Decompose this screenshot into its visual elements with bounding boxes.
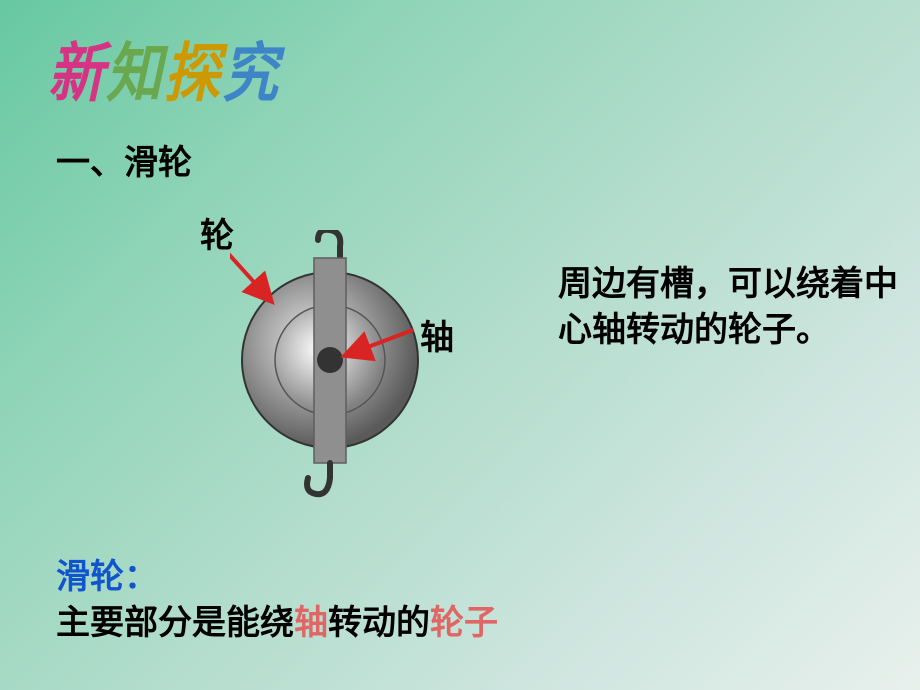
title-char-2: 知 — [106, 22, 164, 115]
slide: 新知探究 一、滑轮 轮 轴 周边有槽，可以绕着中心轴转动的轮子。 — [0, 0, 920, 690]
axle-circle — [317, 347, 343, 373]
footer-kw1: 轴 — [294, 605, 328, 642]
footer-kw2: 轮子 — [430, 605, 498, 642]
arrow-wheel — [230, 250, 272, 302]
footer-middle: 转动的 — [328, 605, 430, 642]
wordart-title: 新知探究 — [48, 22, 280, 115]
section-heading: 一、滑轮 — [56, 135, 192, 184]
description-text: 周边有槽，可以绕着中心轴转动的轮子。 — [558, 262, 898, 354]
label-wheel: 轮 — [200, 208, 234, 257]
footer-prefix: 主要部分是能绕 — [56, 605, 294, 642]
footer-definition: 滑轮： 主要部分是能绕轴转动的轮子 — [56, 555, 498, 647]
pulley-svg — [230, 230, 450, 510]
top-hook-icon — [318, 230, 340, 260]
pulley-diagram — [230, 230, 450, 510]
footer-term: 滑轮： — [56, 559, 158, 596]
title-char-1: 新 — [48, 22, 106, 115]
title-char-3: 探 — [164, 22, 222, 115]
bottom-hook-icon — [307, 463, 330, 494]
title-char-4: 究 — [222, 22, 280, 115]
